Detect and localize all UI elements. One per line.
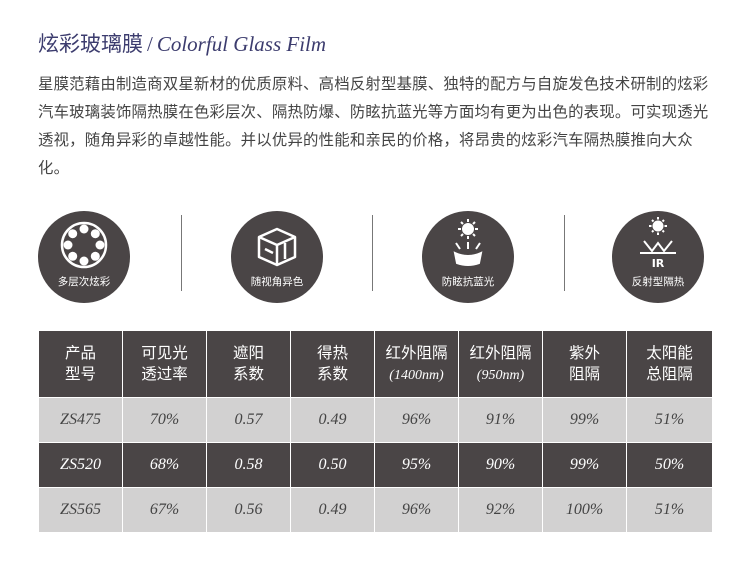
- cell: 0.56: [206, 487, 291, 533]
- table-row: ZS520 68% 0.58 0.50 95% 90% 99% 50%: [38, 442, 713, 488]
- cell: 99%: [542, 397, 627, 443]
- ir-reflect-icon: IR: [640, 217, 676, 270]
- cell: 100%: [542, 487, 627, 533]
- header-heat-gain: 得热 系数: [290, 330, 375, 398]
- sun-shield-icon: [453, 219, 483, 266]
- cell: 91%: [458, 397, 543, 443]
- cell: ZS520: [38, 442, 123, 488]
- table-row: ZS565 67% 0.56 0.49 96% 92% 100% 51%: [38, 487, 713, 533]
- cell: 96%: [374, 487, 459, 533]
- header-model: 产品 型号: [38, 330, 123, 398]
- divider: [181, 215, 182, 291]
- divider: [372, 215, 373, 291]
- rings-icon: [60, 221, 108, 269]
- spec-table: 产品 型号 可见光 透过率 遮阳 系数 得热 系数 红外阻隔 (1400nm) 红外阻隔(…: [38, 330, 713, 533]
- feature-reflective: IR 反射型隔热: [612, 211, 716, 307]
- title-en: Colorful Glass Film: [156, 32, 327, 56]
- intro-paragraph: 星膜范藉由制造商双星新材的优质原料、高档反射型基膜、独特的配方与自旋发色技术研制…: [38, 75, 709, 177]
- header-ir-950: 红外阻隔 (950nm): [458, 330, 543, 398]
- title-zh: 炫彩玻璃膜: [38, 32, 143, 56]
- feature-circle: 防眩抗蓝光: [422, 211, 514, 303]
- cell: 90%: [458, 442, 543, 488]
- cell: 0.49: [290, 487, 375, 533]
- cell: 0.57: [206, 397, 291, 443]
- title-separator: /: [147, 32, 153, 56]
- feature-multilayer: 多层次炫彩: [38, 211, 142, 307]
- header-visible-transmittance: 可见光 透过率: [122, 330, 207, 398]
- cell: 92%: [458, 487, 543, 533]
- cell: 0.50: [290, 442, 375, 488]
- ir-icon-text: IR: [652, 257, 665, 270]
- feature-label: 防眩抗蓝光: [441, 276, 495, 288]
- feature-viewangle: 随视角异色: [231, 211, 335, 307]
- cell: 50%: [626, 442, 713, 488]
- cell: 51%: [626, 487, 713, 533]
- table-row: ZS475 70% 0.57 0.49 96% 91% 99% 51%: [38, 397, 713, 443]
- header-uv-rejection: 紫外 阻隔: [542, 330, 627, 398]
- cell: 68%: [122, 442, 207, 488]
- cell: 51%: [626, 397, 713, 443]
- page-title: 炫彩玻璃膜 / Colorful Glass Film: [38, 28, 326, 58]
- header-total-solar: 太阳能 总阻隔: [626, 330, 713, 398]
- cell: 70%: [122, 397, 207, 443]
- cell: 95%: [374, 442, 459, 488]
- feature-circle: IR 反射型隔热: [612, 211, 704, 303]
- feature-row: 多层次炫彩 随视角异色: [38, 211, 718, 311]
- cell: ZS475: [38, 397, 123, 443]
- cell: ZS565: [38, 487, 123, 533]
- feature-circle: 多层次炫彩: [38, 211, 130, 303]
- cell: 99%: [542, 442, 627, 488]
- cell: 96%: [374, 397, 459, 443]
- cell: 0.49: [290, 397, 375, 443]
- feature-antiglare: 防眩抗蓝光: [422, 211, 526, 307]
- divider: [564, 215, 565, 291]
- cell: 67%: [122, 487, 207, 533]
- cell: 0.58: [206, 442, 291, 488]
- feature-circle: 随视角异色: [231, 211, 323, 303]
- feature-label: 随视角异色: [250, 276, 304, 288]
- header-shading-coefficient: 遮阳 系数: [206, 330, 291, 398]
- cube-icon: [257, 227, 297, 267]
- feature-label: 反射型隔热: [631, 276, 685, 288]
- feature-label: 多层次炫彩: [57, 276, 111, 288]
- table-header-row: 产品 型号 可见光 透过率 遮阳 系数 得热 系数 红外阻隔 (1400nm) 红外阻隔(…: [38, 330, 713, 398]
- header-ir-1400: 红外阻隔 (1400nm): [374, 330, 459, 398]
